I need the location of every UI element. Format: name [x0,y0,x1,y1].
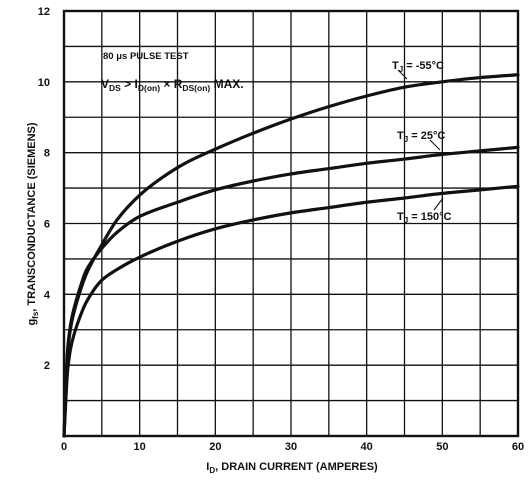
series-label-leader-1 [397,69,408,80]
x-tick-label-0: 0 [61,441,67,453]
series-label-25-rest: = 25°C [408,130,445,142]
cond-gt: > I [121,77,138,91]
series-label-150-sub: J [404,216,408,225]
plot-frame [62,9,520,438]
pulse-test-annotation: 80 μs PULSE TEST [103,51,189,62]
cond-i-sub: D(on) [138,83,160,93]
series-label-25: TJ = 25°C [397,130,445,144]
x-axis-label: ID, DRAIN CURRENT (AMPERES) [206,461,378,475]
y-tick-labels: 2 4 6 8 10 12 [38,6,51,372]
series-label-leader-3 [433,197,444,211]
x-tick-label-60: 60 [512,441,524,453]
y-tick-label-4: 4 [44,289,51,301]
y-axis-label-prefix: g [26,319,38,326]
y-axis-label: gfs, TRANSCONDUCTANCE (SIEMENS) [26,122,40,325]
x-axis-label-prefix: I [206,461,209,473]
grid [64,11,518,436]
series-label-25-main: T [397,130,404,142]
condition-annotation: VDS > ID(on) × RDS(on) MAX. [101,77,244,93]
y-tick-label-10: 10 [38,77,50,89]
series-curves [62,73,520,438]
y-tick-label-6: 6 [44,219,50,231]
y-tick-label-2: 2 [44,360,50,372]
cond-v: V [101,77,109,91]
x-tick-label-50: 50 [436,441,448,453]
x-tick-labels: 0 10 20 30 40 50 60 [61,441,524,453]
cond-max: MAX. [210,77,243,91]
series-label-leader-2 [429,139,441,151]
series-label-minus55-main: T [392,60,399,72]
x-axis-label-sub: D [209,466,215,475]
series-label-25-sub: J [404,135,408,144]
cond-times: × R [160,77,183,91]
y-axis-label-suffix: , TRANSCONDUCTANCE (SIEMENS) [26,122,38,312]
x-tick-label-20: 20 [209,441,221,453]
x-axis-label-suffix: , DRAIN CURRENT (AMPERES) [215,461,378,473]
cond-v-sub: DS [109,83,121,93]
curve-tj-25 [62,145,520,438]
series-label-minus55-rest: = -55°C [403,60,444,72]
series-label-minus55-sub: J [399,65,403,74]
y-tick-label-12: 12 [38,6,50,18]
series-label-150-main: T [397,211,404,223]
series-label-minus55: TJ = -55°C [392,60,444,74]
curve-tj-150 [62,184,520,438]
series-label-150-rest: = 150°C [408,211,451,223]
x-tick-label-30: 30 [285,441,297,453]
x-tick-label-40: 40 [361,441,373,453]
y-axis-label-sub: fs [31,311,40,319]
cond-r-sub: DS(on) [182,83,210,93]
x-tick-label-10: 10 [134,441,146,453]
y-tick-label-8: 8 [44,148,50,160]
series-label-150: TJ = 150°C [397,211,451,225]
